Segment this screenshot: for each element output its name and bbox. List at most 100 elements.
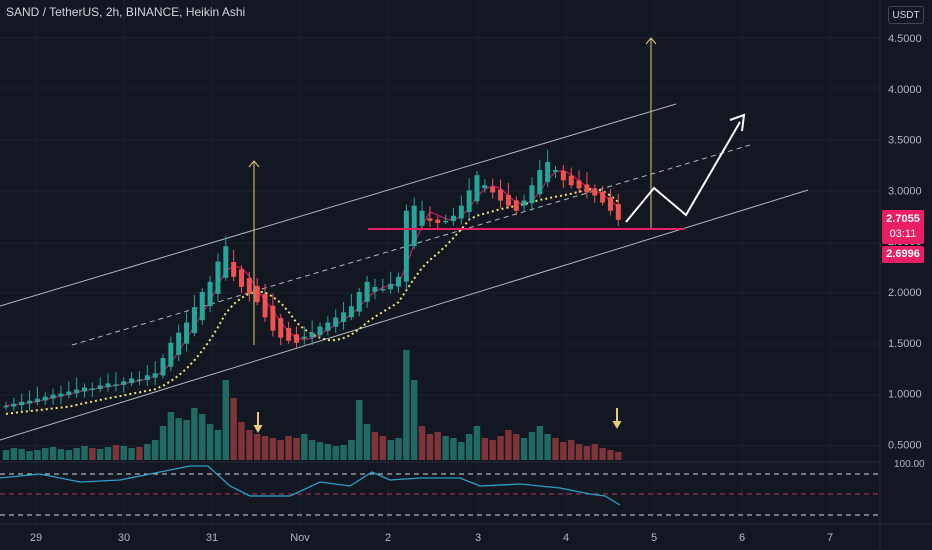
candle-body — [419, 210, 425, 226]
candle-body — [254, 286, 260, 303]
volume-bar — [308, 440, 316, 460]
volume-bar — [379, 436, 386, 460]
time-axis-ticks: 29 30 31 Nov 2 3 4 5 6 7 — [30, 532, 833, 544]
volume-bar — [513, 434, 520, 460]
volume-bar — [497, 436, 504, 460]
price-tick-label: 1.5000 — [888, 338, 922, 350]
candle-body — [3, 405, 9, 408]
candle-body — [74, 389, 80, 394]
time-tick-label: 2 — [385, 532, 391, 544]
time-tick-label: 4 — [563, 532, 569, 544]
volume-bar — [356, 400, 363, 460]
volume-bar — [363, 424, 371, 460]
candle-body — [286, 327, 292, 341]
candles — [3, 149, 621, 412]
candle-body — [537, 170, 543, 195]
volume-bar — [230, 398, 237, 460]
volume-bar — [489, 440, 496, 460]
candle-body — [427, 218, 433, 221]
slow-ma-dotted-line — [5, 188, 619, 415]
candle-body — [278, 318, 284, 338]
last-price-value: 2.7055 — [886, 213, 920, 225]
volume-bar — [159, 426, 167, 460]
target-arrow-right-head — [645, 37, 657, 45]
candle-body — [592, 188, 598, 196]
candle-body — [215, 261, 221, 294]
volume-bar — [544, 434, 551, 460]
volume-bar — [599, 448, 606, 460]
volume-bar — [26, 451, 33, 460]
volume-bar — [167, 412, 175, 460]
candle-body — [505, 195, 511, 206]
candle-body — [372, 286, 378, 292]
volume-bar — [411, 380, 418, 460]
time-tick-label: 5 — [651, 532, 657, 544]
volume-bar — [473, 426, 481, 460]
volume-bar — [42, 448, 49, 460]
volume-bar — [465, 434, 473, 460]
time-tick-label: 7 — [827, 532, 833, 544]
volume-bar — [442, 436, 449, 460]
volume-bar — [222, 380, 229, 460]
candle-body — [333, 317, 339, 327]
volume-bar — [316, 442, 324, 460]
volume-bar — [560, 442, 567, 460]
volume-bar — [199, 414, 206, 460]
candle-body — [42, 396, 48, 401]
candle-body — [466, 190, 472, 213]
volume-bar — [481, 438, 489, 460]
oscillator-line — [0, 465, 621, 506]
volume-bar — [183, 420, 190, 460]
currency-button[interactable]: USDT — [888, 6, 924, 24]
candle-body — [356, 292, 362, 312]
time-tick-label: 6 — [739, 532, 745, 544]
low-price-badge: 2.6996 — [882, 246, 924, 263]
candle-body — [411, 205, 417, 247]
channel-lower-line — [0, 189, 809, 441]
volume-bar — [34, 450, 41, 460]
volume-bar — [505, 430, 512, 460]
annotations — [248, 37, 746, 434]
volume-bar — [340, 445, 347, 460]
candle-body — [89, 388, 95, 391]
volume-down-arrow-head — [253, 424, 263, 434]
candle-body — [364, 281, 370, 302]
candle-body — [293, 334, 299, 343]
candle-body — [584, 184, 590, 193]
volume-bar — [49, 447, 57, 460]
candle-body — [262, 294, 268, 318]
volume-bar — [450, 438, 457, 460]
volume-bar — [246, 430, 253, 460]
time-tick-label: 29 — [30, 532, 42, 544]
volume-bar — [277, 440, 284, 460]
projection-arrow-head — [729, 113, 746, 132]
volume-bar — [403, 350, 410, 460]
volume-bar — [18, 449, 25, 460]
candle-body — [560, 171, 566, 181]
volume-bar — [434, 432, 441, 460]
volume-bar — [261, 436, 269, 460]
time-tick-label: 31 — [206, 532, 218, 544]
oscillator-upper-label: 100.00 — [894, 459, 925, 470]
candle-body — [568, 175, 574, 186]
volume-bar — [387, 440, 394, 460]
candle-body — [191, 307, 197, 334]
candle-body — [176, 332, 182, 355]
volume-bar — [144, 444, 151, 460]
candle-body — [545, 161, 551, 183]
candle-body — [482, 185, 488, 189]
candle-body — [223, 246, 229, 278]
volume-bar — [293, 438, 300, 460]
candle-body — [199, 292, 205, 321]
candle-body — [576, 180, 582, 189]
candle-body — [388, 283, 394, 290]
candle-body — [129, 378, 135, 384]
candle-body — [136, 379, 142, 381]
volume-bar — [458, 442, 465, 460]
projection-path — [625, 121, 741, 223]
candle-body — [184, 322, 190, 344]
volume-bar — [89, 448, 96, 460]
candle-body — [396, 276, 401, 287]
candle-body — [66, 391, 72, 396]
